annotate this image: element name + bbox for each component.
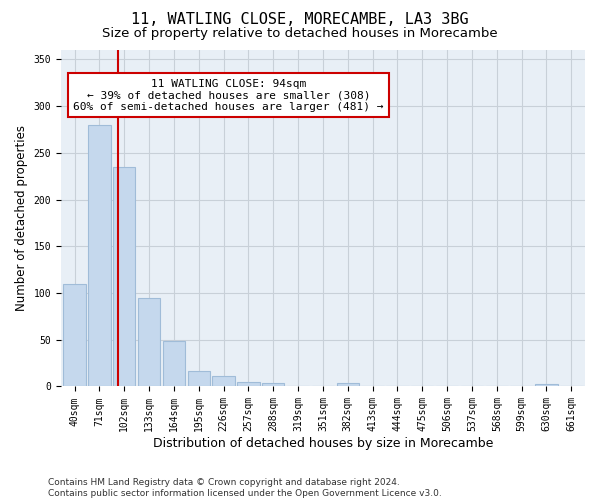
Text: Size of property relative to detached houses in Morecambe: Size of property relative to detached ho… <box>102 28 498 40</box>
Bar <box>88 125 110 386</box>
Bar <box>138 298 160 386</box>
Bar <box>237 382 260 386</box>
Text: 11 WATLING CLOSE: 94sqm
← 39% of detached houses are smaller (308)
60% of semi-d: 11 WATLING CLOSE: 94sqm ← 39% of detache… <box>73 78 384 112</box>
Bar <box>535 384 557 386</box>
Bar <box>113 167 136 386</box>
Bar <box>188 370 210 386</box>
Bar <box>262 382 284 386</box>
Bar <box>337 382 359 386</box>
X-axis label: Distribution of detached houses by size in Morecambe: Distribution of detached houses by size … <box>153 437 493 450</box>
Y-axis label: Number of detached properties: Number of detached properties <box>15 125 28 311</box>
Text: Contains HM Land Registry data © Crown copyright and database right 2024.
Contai: Contains HM Land Registry data © Crown c… <box>48 478 442 498</box>
Bar <box>212 376 235 386</box>
Bar <box>64 284 86 387</box>
Bar <box>163 340 185 386</box>
Text: 11, WATLING CLOSE, MORECAMBE, LA3 3BG: 11, WATLING CLOSE, MORECAMBE, LA3 3BG <box>131 12 469 28</box>
